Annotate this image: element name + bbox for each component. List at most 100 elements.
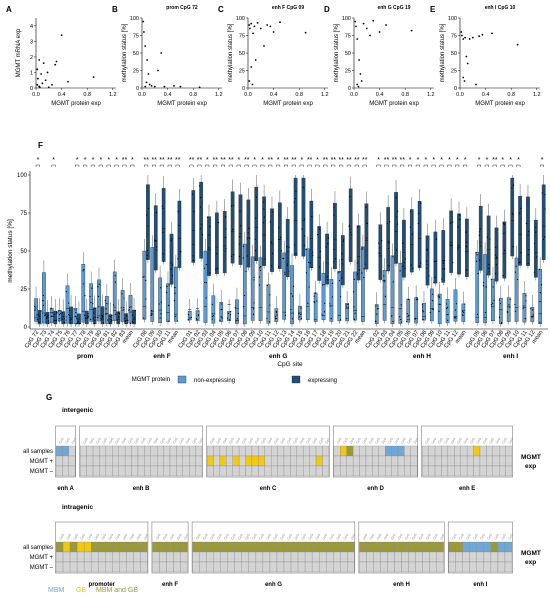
box-expressing-box	[262, 196, 266, 266]
box-expressing-box	[465, 218, 469, 277]
heatmap-cell	[322, 455, 330, 467]
box-non-expressing-point	[524, 318, 526, 320]
y-tick-label: 50	[20, 249, 27, 255]
box-expressing-point	[488, 267, 490, 269]
heatmap-cell	[112, 455, 119, 467]
significance-label: **	[175, 157, 181, 164]
row-label: all samples	[23, 449, 53, 455]
block-label: enh G	[265, 582, 282, 588]
cell-col-label: CpG	[495, 436, 502, 444]
box-expressing-point	[412, 267, 414, 269]
box-expressing-point	[535, 231, 537, 233]
heatmap-cell	[479, 455, 487, 467]
heatmap-cell	[157, 445, 164, 457]
cell-col-label: CpG	[432, 532, 439, 540]
box-expressing-point	[171, 238, 173, 240]
heatmap-cell	[173, 551, 181, 563]
heatmap-cell	[251, 465, 259, 477]
box-non-expressing-point	[377, 307, 379, 310]
box-expressing-point	[238, 255, 241, 257]
box-non-expressing-point	[352, 291, 355, 293]
heatmap-cell	[504, 561, 513, 573]
heatmap-cell	[359, 455, 367, 467]
scatter-point	[36, 68, 39, 71]
box-non-expressing-point	[399, 316, 401, 318]
heatmap-cell	[401, 541, 409, 553]
box-expressing-point	[118, 313, 120, 315]
significance-label: *	[261, 157, 264, 164]
box-expressing-box	[409, 209, 414, 273]
heatmap-cell	[277, 465, 285, 477]
box-non-expressing-point	[422, 309, 424, 311]
x-axis-label: MGMT protein exp	[51, 101, 101, 107]
scatter-point	[478, 35, 481, 38]
heatmap-cell	[359, 541, 367, 553]
heatmap-cell	[490, 551, 499, 563]
cell-col-label: CpG	[343, 532, 350, 540]
box-non-expressing-point	[143, 275, 145, 277]
heatmap-cell	[378, 455, 386, 467]
heatmap-cell	[195, 465, 203, 477]
heatmap-cell	[206, 465, 214, 477]
cell-col-label: CpG	[272, 532, 279, 540]
box-non-expressing-point	[329, 305, 331, 307]
y-tick-label: 0	[136, 86, 139, 92]
box-expressing-point	[270, 241, 272, 243]
heatmap-cell	[448, 541, 456, 553]
group-enh-I: *CpG 05*CpG 06**CpG 07*CpG 08*CpG 09*CpG…	[465, 157, 546, 360]
heatmap-cell	[347, 561, 355, 573]
box-expressing-point	[102, 322, 104, 324]
scatter-point	[385, 24, 387, 26]
box-expressing-point	[544, 236, 546, 238]
box-non-expressing-point	[275, 312, 278, 314]
box-expressing-point	[147, 207, 150, 210]
heatmap-cell	[248, 561, 257, 573]
heatmap-cell	[232, 455, 240, 467]
box-non-expressing-point	[242, 245, 245, 247]
scatter-point	[37, 77, 39, 80]
group-label: prom	[77, 353, 93, 360]
heatmap-cell	[359, 551, 367, 563]
box-expressing-point	[512, 184, 515, 186]
heatmap-cell	[429, 551, 437, 563]
heatmap-cell	[352, 465, 360, 477]
cell-col-label: CpG	[140, 436, 147, 444]
box-non-expressing-point	[485, 286, 487, 288]
box-non-expressing-point	[538, 268, 540, 270]
block-label: enh D	[367, 486, 384, 492]
x-tick-label: 0.8	[507, 92, 515, 98]
box-expressing-point	[154, 239, 156, 241]
box-non-expressing-point	[151, 313, 153, 315]
box-expressing-point	[426, 249, 428, 251]
box-non-expressing-point	[392, 256, 394, 258]
cell-col-label: CpG	[390, 532, 397, 540]
heatmap-cell	[340, 445, 347, 457]
heatmap-cell	[346, 445, 354, 457]
significance-bracket	[362, 164, 367, 167]
heatmap-cell	[454, 455, 461, 467]
box-non-expressing-point	[212, 315, 214, 317]
heatmap-cell	[296, 455, 304, 467]
row-label: all samples	[23, 545, 53, 551]
heatmap-cell	[262, 541, 271, 553]
block-label: enh A	[57, 486, 74, 492]
scatter-point	[356, 83, 359, 86]
cell-col-label: CpG	[293, 532, 300, 540]
heatmap-cell	[126, 551, 134, 563]
heatmap-cell	[490, 541, 499, 553]
heatmap-cell	[112, 541, 120, 553]
box-expressing-point	[146, 249, 148, 252]
box-non-expressing-point	[506, 311, 508, 313]
cell-col-label: CpG	[176, 532, 183, 540]
significance-bracket	[346, 164, 351, 167]
box-non-expressing-point	[406, 313, 408, 315]
box-expressing-box	[254, 186, 259, 262]
box-non-expressing-point	[475, 252, 477, 254]
side-label-line2: exp	[525, 559, 536, 566]
heatmap-cell	[55, 455, 63, 467]
box-expressing-point	[304, 235, 306, 237]
box-expressing-point	[450, 241, 452, 243]
box-expressing-point	[388, 247, 390, 250]
box-expressing-box	[132, 309, 136, 325]
legend-mbm: MBM	[48, 587, 65, 594]
